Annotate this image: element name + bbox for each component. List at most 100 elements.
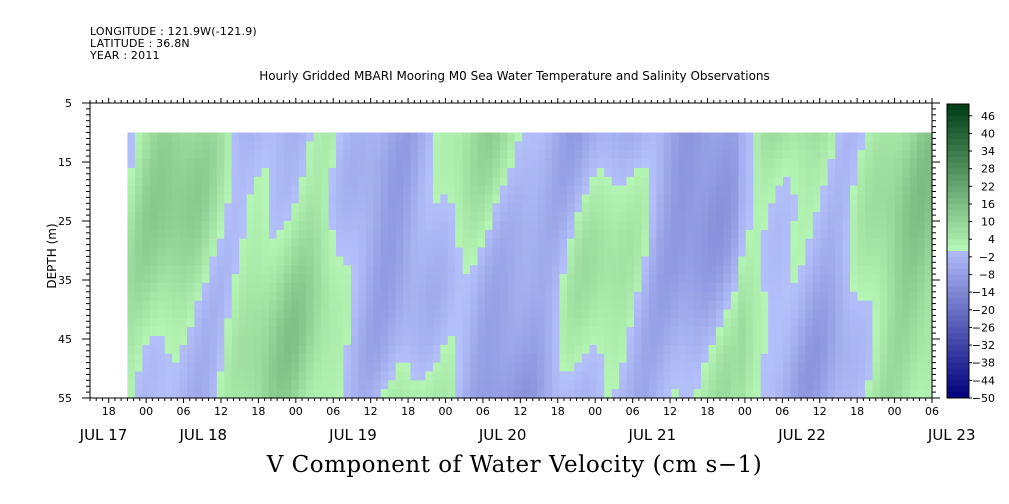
heatmap-cell xyxy=(574,176,583,187)
heatmap-cell xyxy=(783,256,792,266)
heatmap-cell xyxy=(239,203,248,213)
heatmap-cell xyxy=(529,203,538,213)
heatmap-cell xyxy=(917,300,926,311)
heatmap-cell xyxy=(611,380,620,390)
heatmap-cell xyxy=(909,247,918,257)
heatmap-cell xyxy=(306,327,315,337)
heatmap-cell xyxy=(581,380,590,390)
heatmap-cell xyxy=(492,327,501,337)
heatmap-cell xyxy=(775,344,784,355)
heatmap-cell xyxy=(745,203,754,213)
heatmap-cell xyxy=(552,150,561,160)
heatmap-cell xyxy=(142,194,151,204)
heatmap-cell xyxy=(589,132,598,142)
heatmap-cell xyxy=(231,265,240,275)
heatmap-cell xyxy=(745,300,754,311)
heatmap-cell xyxy=(410,327,419,337)
heatmap-cell xyxy=(455,150,464,160)
heatmap-cell xyxy=(604,150,613,160)
heatmap-cell xyxy=(805,327,814,337)
heatmap-cell xyxy=(872,247,881,257)
heatmap-cell xyxy=(365,176,374,187)
heatmap-cell xyxy=(276,167,285,178)
heatmap-cell xyxy=(596,159,605,169)
heatmap-cell xyxy=(671,256,680,266)
heatmap-cell xyxy=(485,318,494,328)
heatmap-cell xyxy=(648,203,657,213)
heatmap-cell xyxy=(723,247,732,257)
heatmap-cell xyxy=(857,274,866,284)
heatmap-cell xyxy=(842,300,851,311)
heatmap-cell xyxy=(678,389,687,399)
heatmap-cell xyxy=(291,362,300,373)
heatmap-cell xyxy=(753,371,762,381)
heatmap-cell xyxy=(924,185,933,196)
heatmap-cell xyxy=(745,159,754,169)
heatmap-cell xyxy=(336,362,345,373)
heatmap-cell xyxy=(641,212,650,222)
heatmap-cell xyxy=(283,291,292,302)
heatmap-cell xyxy=(157,389,166,399)
heatmap-cell xyxy=(596,203,605,213)
heatmap-cell xyxy=(775,291,784,302)
heatmap-cell xyxy=(850,229,859,240)
heatmap-cell xyxy=(730,344,739,355)
heatmap-cell xyxy=(730,203,739,213)
heatmap-cell xyxy=(388,150,397,160)
heatmap-cell xyxy=(522,221,531,231)
heatmap-cells xyxy=(127,132,933,399)
heatmap-cell xyxy=(812,265,821,275)
heatmap-cell xyxy=(924,265,933,275)
x-hour-tick-label: 18 xyxy=(551,405,565,418)
heatmap-cell xyxy=(455,291,464,302)
heatmap-cell xyxy=(470,221,479,231)
heatmap-cell xyxy=(216,185,225,196)
heatmap-cell xyxy=(924,256,933,266)
heatmap-cell xyxy=(641,229,650,240)
heatmap-cell xyxy=(276,256,285,266)
heatmap-cell xyxy=(648,327,657,337)
heatmap-cell xyxy=(276,380,285,390)
heatmap-cell xyxy=(827,300,836,311)
colorbar-swatch xyxy=(947,251,969,258)
heatmap-cell xyxy=(522,265,531,275)
heatmap-cell xyxy=(678,132,687,142)
heatmap-cell xyxy=(879,150,888,160)
colorbar-label: 16 xyxy=(981,198,995,211)
heatmap-cell xyxy=(224,380,233,390)
heatmap-cell xyxy=(775,159,784,169)
heatmap-cell xyxy=(701,212,710,222)
heatmap-cell xyxy=(514,176,523,187)
heatmap-cell xyxy=(477,362,486,373)
heatmap-cell xyxy=(671,167,680,178)
heatmap-cell xyxy=(783,185,792,196)
heatmap-cell xyxy=(470,282,479,293)
heatmap-cell xyxy=(350,362,359,373)
heatmap-cell xyxy=(358,141,367,151)
heatmap-cell xyxy=(373,380,382,390)
colorbar-swatch xyxy=(947,198,969,205)
heatmap-cell xyxy=(388,309,397,319)
heatmap-cell xyxy=(149,132,158,142)
heatmap-cell xyxy=(738,265,747,275)
heatmap-cell xyxy=(328,344,337,355)
heatmap-cell xyxy=(604,389,613,399)
heatmap-cell xyxy=(187,353,196,364)
heatmap-cell xyxy=(537,291,546,302)
heatmap-cell xyxy=(619,371,628,381)
heatmap-cell xyxy=(827,274,836,284)
heatmap-cell xyxy=(648,389,657,399)
heatmap-cell xyxy=(835,274,844,284)
heatmap-cell xyxy=(619,238,628,249)
heatmap-cell xyxy=(783,221,792,231)
heatmap-cell xyxy=(589,256,598,266)
heatmap-cell xyxy=(723,389,732,399)
heatmap-cell xyxy=(693,274,702,284)
heatmap-cell xyxy=(127,167,136,178)
heatmap-cell xyxy=(924,141,933,151)
heatmap-cell xyxy=(872,159,881,169)
heatmap-cell xyxy=(693,327,702,337)
heatmap-cell xyxy=(321,309,330,319)
heatmap-cell xyxy=(343,336,352,346)
heatmap-cell xyxy=(298,167,307,178)
